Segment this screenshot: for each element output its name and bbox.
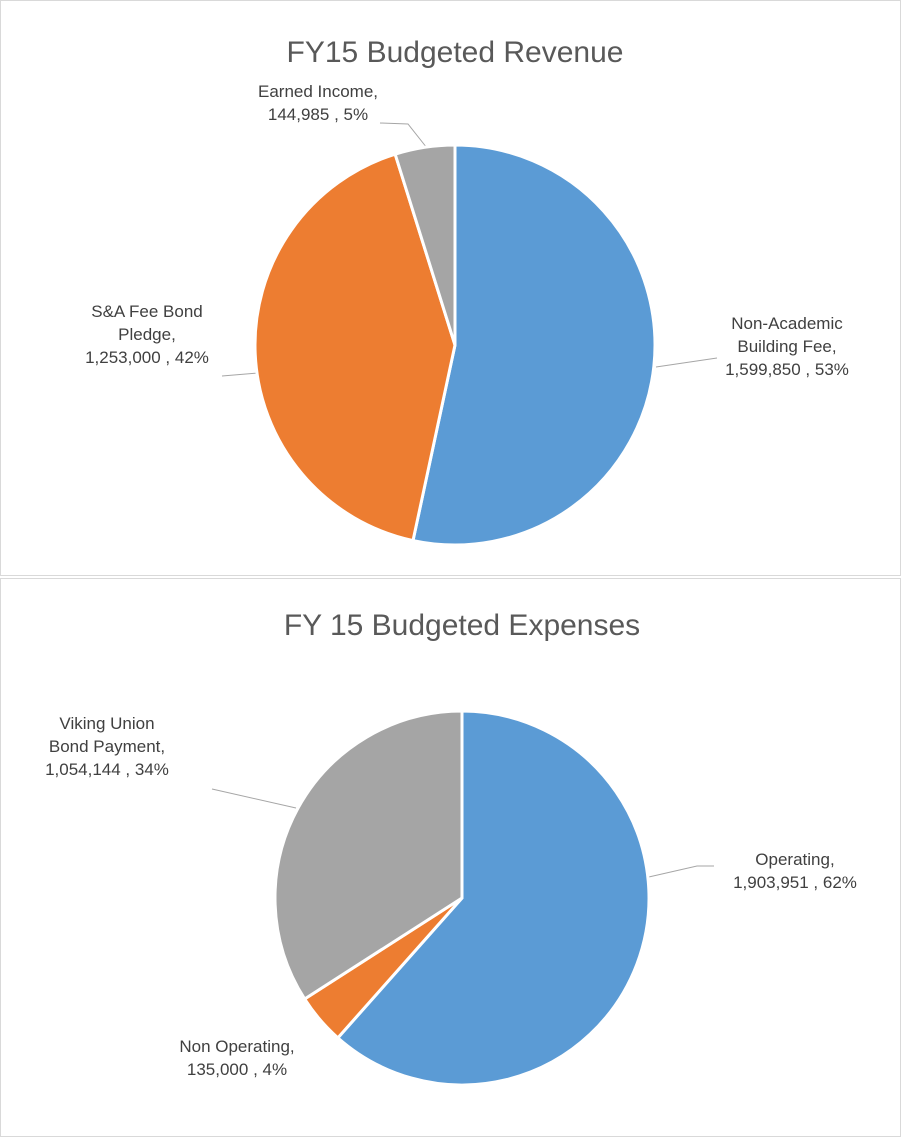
leader-line xyxy=(221,372,259,377)
data-label: Operating, 1,903,951 , 62% xyxy=(705,848,885,894)
data-label: Non Operating, 135,000 , 4% xyxy=(147,1035,327,1081)
leader-line xyxy=(655,357,718,368)
chart-title: FY 15 Budgeted Expenses xyxy=(284,609,640,642)
value-label: 135,000 , 4% xyxy=(186,1060,288,1079)
value-label: 1,054,144 , 34% xyxy=(45,760,169,779)
value-label: 1,253,000 , 42% xyxy=(85,348,209,367)
pie-slice xyxy=(336,709,651,1087)
data-label: Non-Academic Building Fee, 1,599,850 , 53… xyxy=(717,312,857,381)
slice-name: Non Operating, xyxy=(179,1037,295,1056)
leader-line xyxy=(211,788,297,809)
leader-line xyxy=(639,865,714,880)
slice-name: Viking Union Bond Payment, xyxy=(48,714,166,756)
slice-name: Operating, xyxy=(755,850,835,869)
value-label: 1,903,951 , 62% xyxy=(733,873,857,892)
data-label: Earned Income, 144,985 , 5% xyxy=(238,80,398,126)
slice-name: S&A Fee Bond Pledge, xyxy=(91,302,203,344)
pie-slice xyxy=(393,143,457,347)
value-label: 144,985 , 5% xyxy=(267,105,369,124)
pie-slice xyxy=(253,152,457,543)
pie-slice xyxy=(273,709,464,1001)
slice-name: Non-Academic Building Fee, xyxy=(731,314,843,356)
pie-slice xyxy=(411,143,657,547)
data-label: Viking Union Bond Payment, 1,054,144 , 34… xyxy=(40,712,175,781)
chart-title: FY15 Budgeted Revenue xyxy=(287,36,624,69)
data-label: S&A Fee Bond Pledge, 1,253,000 , 42% xyxy=(82,300,212,369)
slice-name: Earned Income, xyxy=(257,82,378,101)
leader-line xyxy=(379,122,428,149)
value-label: 1,599,850 , 53% xyxy=(725,360,849,379)
